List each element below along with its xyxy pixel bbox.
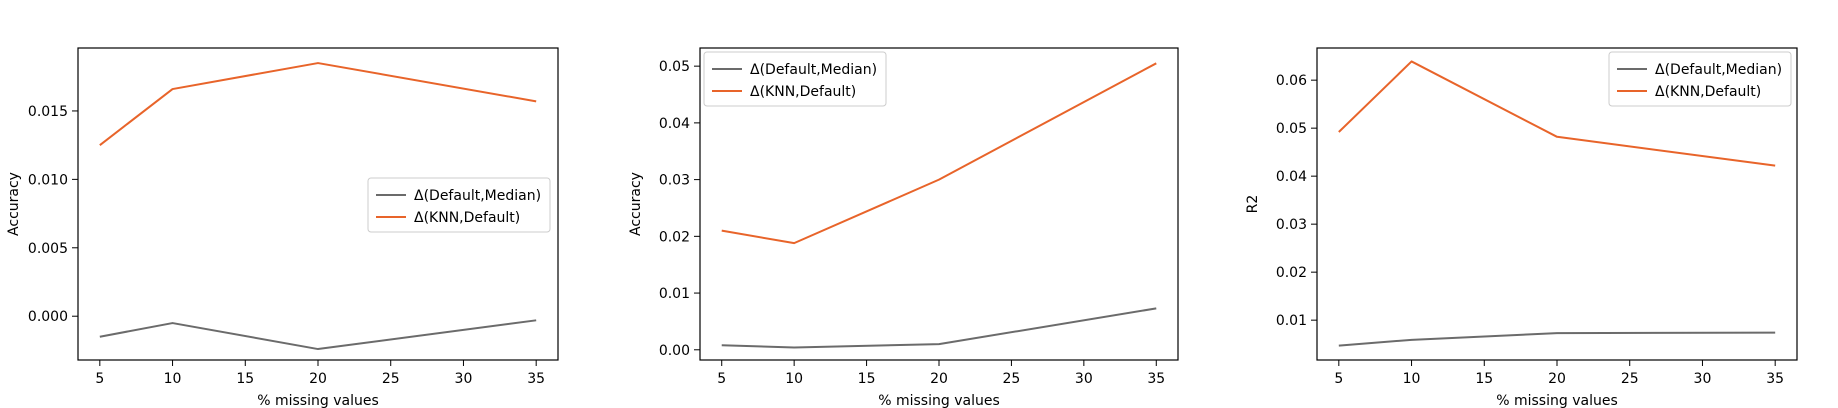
legend-entry: Δ(KNN,Default)	[414, 210, 520, 226]
x-axis-label: % missing values	[1496, 393, 1618, 408]
y-tick-label: 0.005	[28, 241, 68, 257]
y-tick-label: 0.02	[659, 229, 690, 245]
legend-box	[1608, 51, 1792, 107]
x-tick-label: 30	[1075, 371, 1093, 387]
y-tick-label: 0.04	[1276, 169, 1307, 185]
y-tick-label: 0.06	[1276, 73, 1307, 89]
series-line	[99, 62, 537, 146]
x-tick-label: 5	[717, 371, 726, 387]
x-tick-label: 30	[1694, 371, 1712, 387]
legend: Δ(Default,Median) Δ(KNN,Default)	[367, 177, 551, 233]
series-line	[1338, 331, 1776, 347]
y-tick-label: 0.04	[659, 116, 690, 132]
legend: Δ(Default,Median) Δ(KNN,Default)	[1608, 51, 1792, 107]
x-tick-label: 5	[1334, 371, 1343, 387]
x-tick-label: 15	[1475, 371, 1493, 387]
series-line	[99, 319, 537, 351]
y-axis-label: R2	[1245, 195, 1261, 214]
y-tick-label: 0.000	[28, 309, 68, 325]
legend: Δ(Default,Median) Δ(KNN,Default)	[703, 51, 887, 107]
x-tick-label: 20	[1548, 371, 1566, 387]
legend-entry: Δ(Default,Median)	[750, 62, 877, 78]
x-axis-label: % missing values	[878, 393, 1000, 408]
legend-box	[367, 177, 551, 233]
x-tick-label: 35	[1147, 371, 1165, 387]
chart-panel-2: 5 10 15 20 25 30 35 0.00 0.01 0.02 0.03 0.04 0.05 % m…	[628, 47, 1179, 408]
y-tick-label: 0.01	[1276, 313, 1307, 329]
y-tick-label: 0.03	[1276, 217, 1307, 233]
y-tick-label: 0.02	[1276, 265, 1307, 281]
y-tick-label: 0.015	[28, 104, 68, 120]
x-axis-label: % missing values	[257, 393, 379, 408]
x-tick-label: 10	[1403, 371, 1421, 387]
y-axis-label: Accuracy	[628, 172, 644, 236]
legend-entry: Δ(Default,Median)	[414, 188, 541, 204]
chart-panel-1: 5 10 15 20 25 30 35 0.000 0.005 0.010 0.015 % missi…	[6, 47, 559, 408]
x-tick-label: 20	[309, 371, 327, 387]
series-line	[721, 307, 1157, 349]
y-tick-label: 0.010	[28, 172, 68, 188]
series-line	[1338, 60, 1776, 167]
x-tick-label: 25	[1621, 371, 1639, 387]
x-tick-label: 15	[858, 371, 876, 387]
x-tick-label: 30	[455, 371, 473, 387]
legend-entry: Δ(Default,Median)	[1655, 62, 1782, 78]
x-tick-label: 25	[382, 371, 400, 387]
y-tick-label: 0.03	[659, 173, 690, 189]
x-tick-label: 35	[527, 371, 545, 387]
series-line	[721, 62, 1157, 245]
y-tick-label: 0.05	[1276, 121, 1307, 137]
chart-panel-3: 5 10 15 20 25 30 35 0.01 0.02 0.03 0.04 0.05 0.06 % m…	[1245, 47, 1798, 408]
x-tick-label: 20	[930, 371, 948, 387]
x-tick-label: 15	[236, 371, 254, 387]
y-axis-label: Accuracy	[6, 172, 22, 236]
x-tick-label: 25	[1003, 371, 1021, 387]
x-tick-label: 5	[95, 371, 104, 387]
legend-entry: Δ(KNN,Default)	[1655, 84, 1761, 100]
x-tick-label: 10	[785, 371, 803, 387]
y-tick-label: 0.05	[659, 59, 690, 75]
x-tick-label: 35	[1766, 371, 1784, 387]
y-tick-label: 0.01	[659, 286, 690, 302]
legend-entry: Δ(KNN,Default)	[750, 84, 856, 100]
x-tick-label: 10	[164, 371, 182, 387]
y-tick-label: 0.00	[659, 343, 690, 359]
legend-box	[703, 51, 887, 107]
